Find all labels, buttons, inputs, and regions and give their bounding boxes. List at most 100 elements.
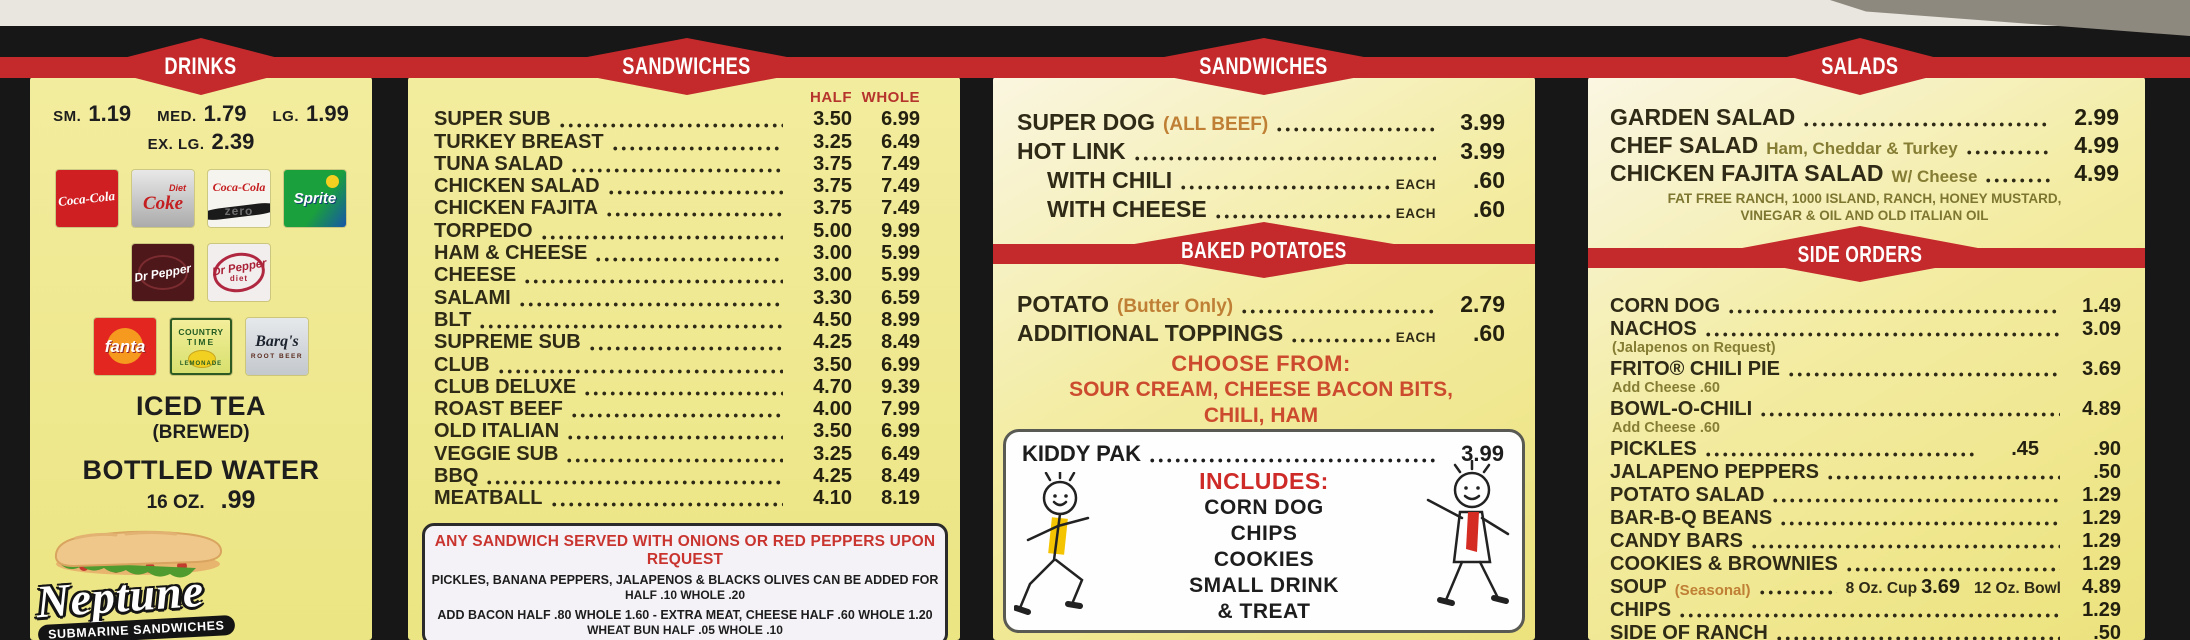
item-name: CHICKEN FAJITA — [434, 197, 599, 220]
item-price: 1.29 — [2082, 530, 2121, 552]
item-name: POTATO SALAD — [1610, 484, 1765, 506]
item-price-whole: 5.99 — [881, 242, 920, 265]
dotted-leader — [1844, 567, 2060, 572]
dotted-leader — [594, 257, 783, 263]
side-order-item: NACHOS 3.09 (Jalapenos on Request) — [1610, 318, 2121, 358]
item-price: 1.29 — [2082, 507, 2121, 529]
dotted-leader — [1678, 613, 2060, 618]
size-price: 2.39 — [211, 129, 255, 154]
note-line: ANY SANDWICH SERVED WITH ONIONS OR RED P… — [434, 533, 936, 569]
choose-from-line: CHILI, HAM — [1203, 404, 1319, 427]
item-price: .60 — [1473, 167, 1505, 193]
dotted-leader — [610, 145, 783, 151]
logo-text: Coca-Cola — [57, 187, 117, 209]
kid-waving-icon — [1426, 460, 1510, 606]
item-price: .50 — [2093, 622, 2121, 640]
ceiling-strip — [0, 0, 2190, 26]
dotted-leader — [1147, 458, 1435, 463]
dotted-leader — [496, 368, 783, 374]
item-name: CHICKEN SALAD — [434, 175, 600, 198]
menu-item-row: CHICKEN SALAD 3.75 7.49 — [434, 175, 920, 198]
item-price-half: .45 — [2011, 438, 2039, 460]
each-label: EACH — [1395, 206, 1436, 221]
item-price-whole: 8.49 — [881, 331, 920, 354]
logo-text: TIME — [186, 336, 216, 347]
salads-section: GARDEN SALAD 2.99 CHEF SALAD Ham, Chedda… — [1610, 103, 2119, 224]
item-price-whole: 7.49 — [881, 175, 920, 198]
bottled-water-item: BOTTLED WATER 16 OZ. .99 — [30, 456, 372, 515]
menu-item-row: NACHOS 3.09 — [1610, 318, 2121, 341]
item-name: SALAMI — [434, 286, 511, 309]
menu-item-row: CHEF SALAD Ham, Cheddar & Turkey 4.99 — [1610, 131, 2119, 159]
salads-panel: GARDEN SALAD 2.99 CHEF SALAD Ham, Chedda… — [1588, 77, 2145, 640]
item-price-whole: 6.49 — [881, 130, 920, 153]
item-qualifier: (ALL BEEF) — [1163, 114, 1269, 135]
menu-item-row: ADDITIONAL TOPPINGS EACH .60 — [1017, 318, 1505, 347]
side-order-item: BAR-B-Q BEANS 1.29 — [1610, 507, 2121, 530]
dotted-leader — [549, 502, 783, 508]
dotted-leader — [485, 480, 783, 486]
note-line: ADD BACON HALF .80 WHOLE 1.60 - EXTRA ME… — [437, 608, 933, 623]
item-price: .50 — [2093, 461, 2121, 483]
item-name: ICED TEA — [135, 391, 266, 421]
item-price: 1.29 — [2082, 599, 2121, 621]
dotted-leader — [1774, 636, 2060, 640]
item-price-half: 3.50 — [813, 420, 852, 443]
size-price: 1.19 — [88, 101, 132, 126]
logo-text: fanta — [104, 336, 146, 356]
item-price-whole: 9.99 — [881, 219, 920, 242]
kiddy-include-item: COOKIES — [1213, 548, 1315, 571]
menu-item-row: PICKLES .45 .90 — [1610, 438, 2121, 461]
menu-item-row: POTATO (Butter Only) 2.79 — [1017, 289, 1505, 318]
dotted-leader — [1727, 309, 2060, 314]
neptune-brand-logo: Neptune SUBMARINE SANDWICHES — [32, 526, 247, 640]
section-title: SANDWICHES — [1199, 53, 1329, 80]
choose-from-line: SOUR CREAM, CHEESE BACON BITS, — [1069, 378, 1453, 401]
section-title: SALADS — [1821, 53, 1899, 80]
side-order-item: SIDE OF RANCH .50 — [1610, 622, 2121, 640]
kiddy-includes-list: CORN DOG CHIPS COOKIES SMALL DRINK & TRE… — [1006, 495, 1522, 625]
item-price-half: 3.25 — [813, 130, 852, 153]
item-name: BOTTLED WATER — [82, 455, 320, 485]
item-price: 2.79 — [1460, 291, 1505, 317]
dotted-leader — [1771, 498, 2060, 503]
menu-item-row: CANDY BARS 1.29 — [1610, 530, 2121, 553]
item-name: SUPREME SUB — [434, 331, 581, 354]
item-price-half: 4.10 — [813, 487, 852, 510]
item-price-half: 3.50 — [813, 108, 852, 131]
menu-item-row: FRITO® CHILI PIE 3.69 — [1610, 358, 2121, 381]
dotted-leader — [557, 123, 783, 129]
dressings-line: VINEGAR & OIL AND OLD ITALIAN OIL — [1740, 207, 1989, 223]
logo-text: Diet — [168, 182, 186, 193]
item-size: 16 OZ. — [146, 492, 205, 513]
item-price-half: 4.00 — [813, 398, 852, 421]
sandwiches-panel: HALF WHOLE SUPER SUB 3.50 6.99 TURKEY BR… — [408, 77, 960, 640]
item-price-half: 3.00 — [813, 242, 852, 265]
item-price-whole: 8.19 — [881, 487, 920, 510]
dotted-leader — [1964, 150, 2050, 155]
menu-item-row: GARDEN SALAD 2.99 — [1610, 103, 2119, 131]
salad-list: GARDEN SALAD 2.99 CHEF SALAD Ham, Chedda… — [1610, 103, 2119, 187]
dotted-leader — [587, 346, 783, 352]
item-name: CLUB DELUXE — [434, 375, 577, 398]
item-price-whole: 6.49 — [881, 442, 920, 465]
drink-size-xl-row: EX. LG. 2.39 — [30, 127, 372, 155]
item-price-whole: 6.99 — [881, 353, 920, 376]
dotted-leader — [1759, 412, 2060, 417]
item-price-half: 3.75 — [813, 197, 852, 220]
dotted-leader — [606, 190, 783, 196]
item-name: TURKEY BREAST — [434, 130, 604, 153]
country-time-logo: COUNTRY TIME LEMONADE — [170, 318, 232, 375]
menu-item-row: BOWL-O-CHILI 4.89 — [1610, 398, 2121, 421]
dotted-leader — [1213, 214, 1391, 219]
menu-item-row: ROAST BEEF 4.00 7.99 — [434, 398, 920, 421]
item-name: CLUB — [434, 353, 490, 376]
drink-size: MED. 1.79 — [157, 101, 246, 127]
dotted-leader — [539, 234, 783, 240]
side-order-item: COOKIES & BROWNIES 1.29 — [1610, 553, 2121, 576]
iced-tea-item: ICED TEA (BREWED) — [30, 392, 372, 444]
side-order-item: CORN DOG 1.49 — [1610, 295, 2121, 318]
drink-sizes-row: SM. 1.19 MED. 1.79 LG. 1.99 — [30, 77, 372, 127]
size-label: MED. — [157, 108, 197, 125]
barqs-logo: Barq's ROOT BEER — [246, 318, 308, 375]
